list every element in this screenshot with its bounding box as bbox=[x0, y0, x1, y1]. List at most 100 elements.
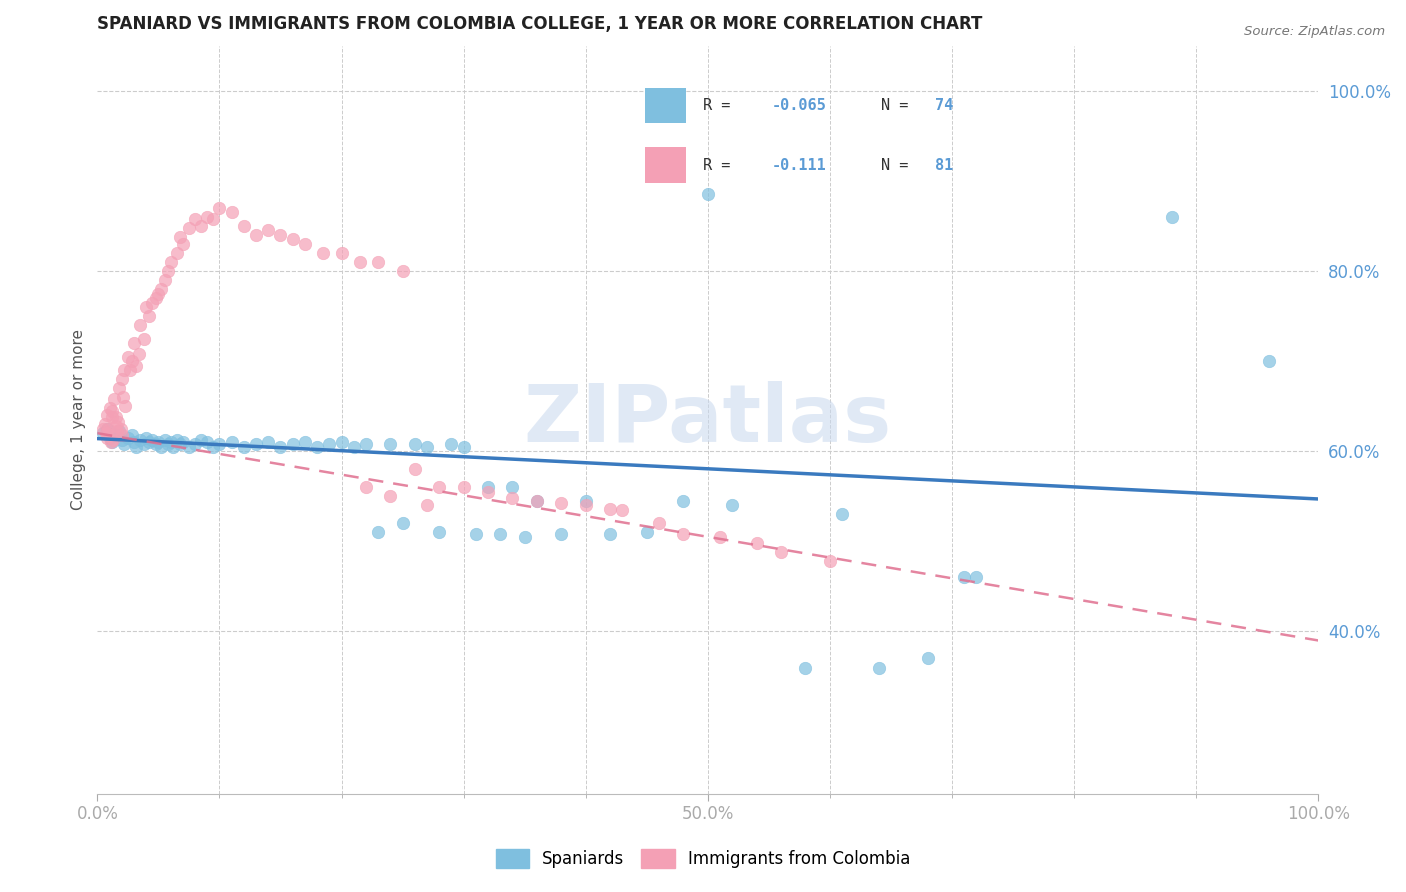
Point bbox=[104, 428, 127, 442]
Point bbox=[648, 516, 671, 531]
Point bbox=[195, 210, 218, 224]
Point bbox=[391, 516, 413, 531]
Point bbox=[169, 229, 191, 244]
Point bbox=[97, 422, 120, 436]
Point bbox=[416, 498, 439, 512]
Point bbox=[184, 211, 207, 226]
Point bbox=[636, 525, 658, 540]
Y-axis label: College, 1 year or more: College, 1 year or more bbox=[72, 329, 86, 510]
Point bbox=[141, 295, 163, 310]
Legend: Spaniards, Immigrants from Colombia: Spaniards, Immigrants from Colombia bbox=[489, 842, 917, 875]
Point bbox=[162, 440, 184, 454]
Point bbox=[404, 462, 426, 476]
Point bbox=[114, 399, 136, 413]
Point bbox=[232, 440, 254, 454]
Point bbox=[208, 437, 231, 451]
Point bbox=[427, 525, 450, 540]
Point bbox=[98, 431, 121, 445]
Point bbox=[221, 205, 243, 219]
Point bbox=[404, 437, 426, 451]
Point bbox=[427, 480, 450, 494]
Point bbox=[526, 493, 548, 508]
Point bbox=[117, 350, 139, 364]
Point bbox=[464, 527, 486, 541]
Point bbox=[98, 428, 121, 442]
Point bbox=[166, 434, 188, 448]
Point bbox=[416, 440, 439, 454]
Point bbox=[575, 498, 598, 512]
Point bbox=[122, 435, 145, 450]
Point bbox=[281, 232, 304, 246]
Point bbox=[104, 419, 127, 434]
Point bbox=[125, 440, 148, 454]
Point bbox=[153, 273, 176, 287]
Point bbox=[120, 363, 142, 377]
Point bbox=[153, 434, 176, 448]
Point bbox=[1160, 210, 1182, 224]
Point bbox=[380, 489, 402, 503]
Point bbox=[190, 219, 212, 233]
Point bbox=[257, 223, 280, 237]
Point bbox=[501, 491, 523, 505]
Point bbox=[149, 440, 172, 454]
Point bbox=[190, 434, 212, 448]
Point bbox=[135, 431, 157, 445]
Point bbox=[696, 187, 718, 202]
Point bbox=[599, 527, 621, 541]
Point bbox=[93, 422, 115, 436]
Point bbox=[101, 435, 124, 450]
Point bbox=[349, 255, 371, 269]
Point bbox=[257, 435, 280, 450]
Point bbox=[111, 390, 134, 404]
Point bbox=[599, 502, 621, 516]
Point bbox=[354, 437, 377, 451]
Point bbox=[141, 434, 163, 448]
Point bbox=[166, 246, 188, 260]
Point bbox=[138, 309, 160, 323]
Point bbox=[101, 403, 124, 417]
Text: ZIPatlas: ZIPatlas bbox=[523, 381, 891, 458]
Point bbox=[145, 437, 167, 451]
Point bbox=[269, 227, 291, 242]
Point bbox=[159, 435, 181, 450]
Point bbox=[129, 434, 152, 448]
Point bbox=[111, 428, 134, 442]
Point bbox=[672, 527, 695, 541]
Point bbox=[132, 332, 155, 346]
Point bbox=[138, 435, 160, 450]
Point bbox=[953, 570, 976, 584]
Point bbox=[501, 480, 523, 494]
Point bbox=[550, 527, 572, 541]
Point bbox=[121, 354, 143, 368]
Point bbox=[550, 496, 572, 510]
Point bbox=[108, 381, 131, 395]
Point bbox=[148, 435, 170, 450]
Point bbox=[112, 437, 135, 451]
Point bbox=[294, 435, 316, 450]
Point bbox=[745, 536, 768, 550]
Point bbox=[489, 527, 512, 541]
Point bbox=[202, 211, 225, 226]
Point bbox=[121, 428, 143, 442]
Point bbox=[367, 255, 389, 269]
Text: Source: ZipAtlas.com: Source: ZipAtlas.com bbox=[1244, 25, 1385, 38]
Point bbox=[232, 219, 254, 233]
Point bbox=[281, 437, 304, 451]
Point bbox=[245, 227, 267, 242]
Point bbox=[453, 440, 475, 454]
Point bbox=[391, 264, 413, 278]
Point bbox=[100, 435, 122, 450]
Point bbox=[202, 440, 225, 454]
Point bbox=[149, 282, 172, 296]
Point bbox=[128, 347, 150, 361]
Point bbox=[965, 570, 987, 584]
Point bbox=[818, 554, 841, 568]
Point bbox=[177, 440, 200, 454]
Point bbox=[110, 422, 132, 436]
Point bbox=[112, 363, 135, 377]
Point bbox=[157, 437, 180, 451]
Point bbox=[221, 435, 243, 450]
Point bbox=[169, 437, 191, 451]
Point bbox=[159, 255, 181, 269]
Point bbox=[269, 440, 291, 454]
